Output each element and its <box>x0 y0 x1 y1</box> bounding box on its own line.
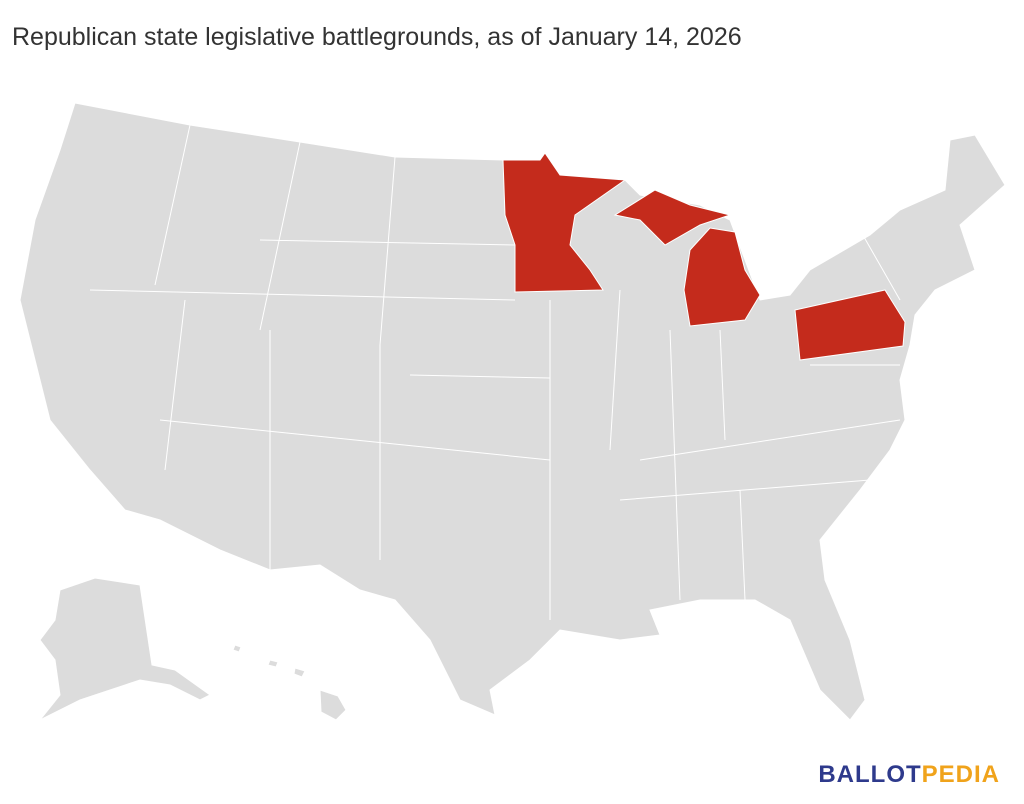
state-border <box>89 124 901 620</box>
alaska <box>39 577 211 721</box>
contiguous-us <box>19 102 1006 721</box>
logo: BALLOTPEDIA <box>818 761 1000 788</box>
highlighted-state <box>613 189 732 246</box>
map <box>19 102 1006 721</box>
highlighted-state <box>794 289 906 361</box>
logo-part: BALLOT <box>818 761 921 788</box>
logo-part: PEDIA <box>922 761 1000 788</box>
hawaii <box>232 644 347 721</box>
map-title: Republican state legislative battlegroun… <box>12 23 742 51</box>
highlighted-state <box>502 152 627 293</box>
highlighted-state <box>683 227 761 327</box>
